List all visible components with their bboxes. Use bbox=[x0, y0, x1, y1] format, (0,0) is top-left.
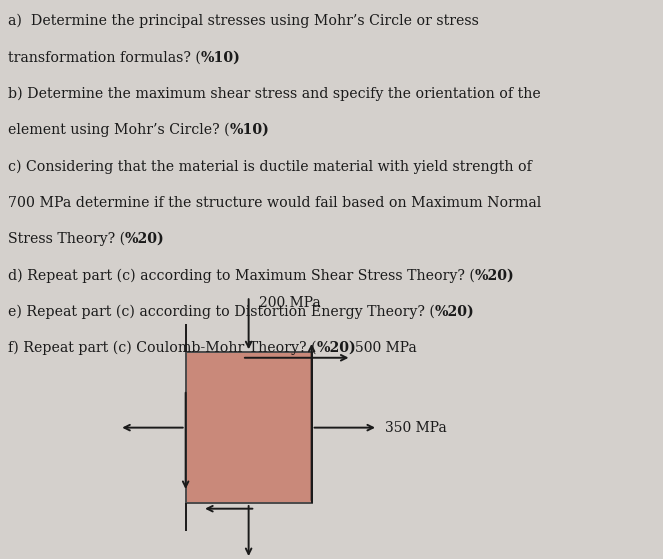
Text: 200 MPa: 200 MPa bbox=[259, 296, 320, 310]
Text: %10): %10) bbox=[229, 123, 269, 137]
Text: 700 MPa determine if the structure would fail based on Maximum Normal: 700 MPa determine if the structure would… bbox=[8, 196, 541, 210]
Text: a)  Determine the principal stresses using Mohr’s Circle or stress: a) Determine the principal stresses usin… bbox=[8, 14, 479, 29]
Text: c) Considering that the material is ductile material with yield strength of: c) Considering that the material is duct… bbox=[8, 159, 532, 174]
Text: %20): %20) bbox=[435, 305, 475, 319]
Text: 350 MPa: 350 MPa bbox=[385, 420, 446, 435]
Text: %20): %20) bbox=[316, 341, 356, 355]
Text: b) Determine the maximum shear stress and specify the orientation of the: b) Determine the maximum shear stress an… bbox=[8, 87, 541, 101]
Bar bbox=[186, 352, 312, 503]
Text: element using Mohr’s Circle? (: element using Mohr’s Circle? ( bbox=[8, 123, 229, 138]
Text: transformation formulas? (: transformation formulas? ( bbox=[8, 50, 201, 64]
Text: %20): %20) bbox=[475, 268, 514, 282]
Text: %10): %10) bbox=[201, 50, 241, 64]
Text: 500 MPa: 500 MPa bbox=[355, 341, 416, 355]
Text: %20): %20) bbox=[125, 232, 165, 246]
Text: d) Repeat part (c) according to Maximum Shear Stress Theory? (: d) Repeat part (c) according to Maximum … bbox=[8, 268, 475, 283]
Text: Stress Theory? (: Stress Theory? ( bbox=[8, 232, 125, 247]
Text: f) Repeat part (c) Coulomb-Mohr Theory? (: f) Repeat part (c) Coulomb-Mohr Theory? … bbox=[8, 341, 316, 356]
Text: e) Repeat part (c) according to Distortion Energy Theory? (: e) Repeat part (c) according to Distorti… bbox=[8, 305, 435, 319]
